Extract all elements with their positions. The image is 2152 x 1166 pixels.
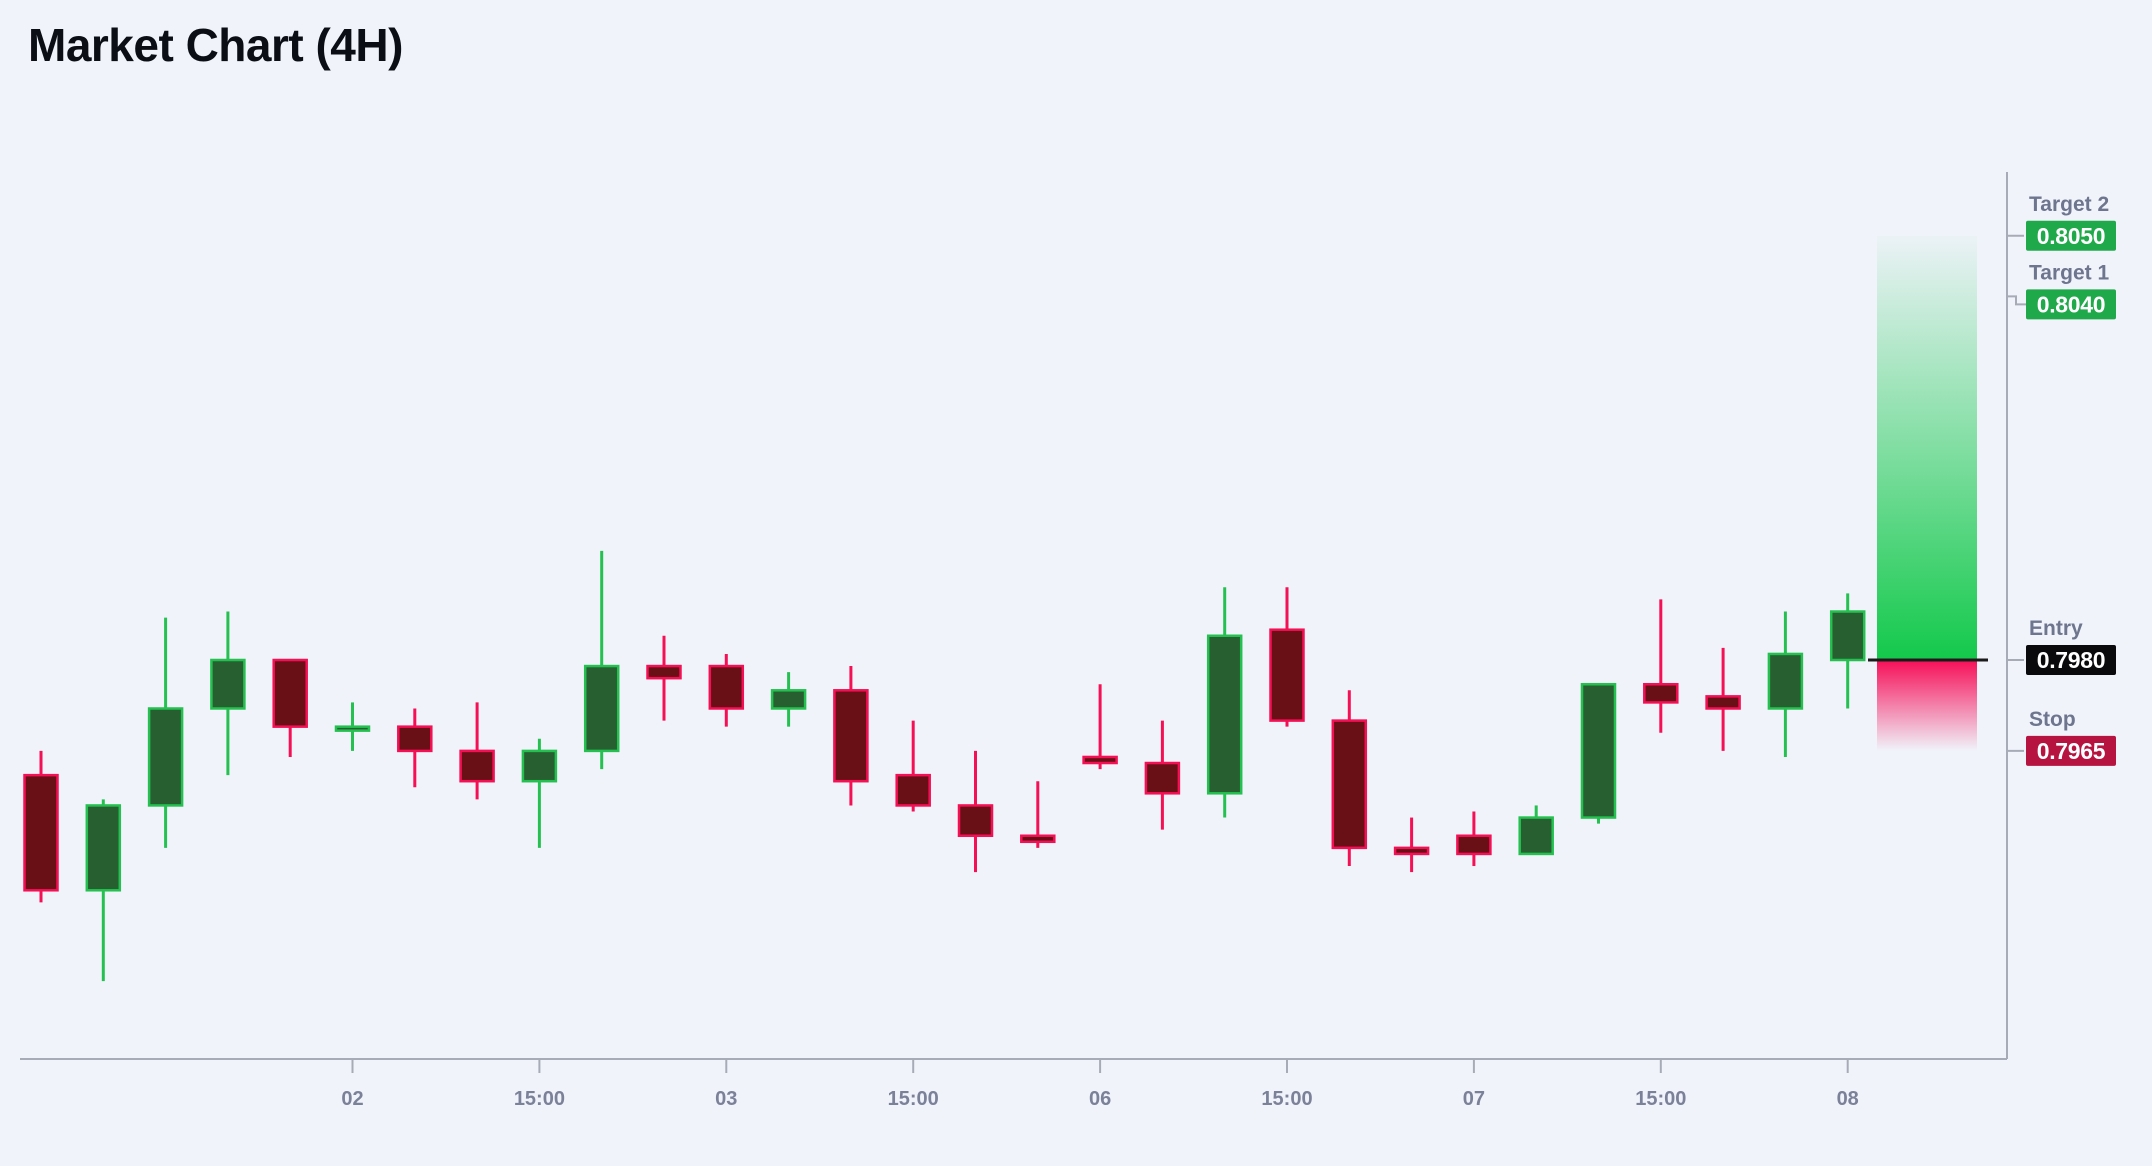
candle-body xyxy=(459,749,495,783)
candle-body xyxy=(147,707,184,807)
candle-body xyxy=(583,664,620,753)
level-label-target2: Target 2 xyxy=(2029,193,2109,216)
level-connector-target1 xyxy=(2007,295,2026,306)
x-axis-label: 06 xyxy=(1089,1088,1111,1110)
level-badge-value-stop: 0.7965 xyxy=(2037,738,2106,764)
candle-body xyxy=(957,804,994,837)
candle-body xyxy=(397,725,433,753)
candle-body xyxy=(770,689,807,710)
level-label-stop: Stop xyxy=(2029,708,2076,731)
candle-body xyxy=(1829,610,1866,662)
candle-body xyxy=(1393,846,1430,856)
candle-body xyxy=(1518,816,1554,856)
level-badge-value-target2: 0.8050 xyxy=(2037,223,2106,249)
candle-body xyxy=(1456,834,1492,856)
candle-body xyxy=(1331,719,1368,850)
x-axis-label: 15:00 xyxy=(514,1088,565,1110)
trade-zone-upper xyxy=(1877,235,1977,661)
candle-body xyxy=(895,773,931,807)
candle-body xyxy=(1206,634,1243,795)
candle-body xyxy=(1144,761,1181,795)
x-axis-label: 07 xyxy=(1463,1088,1485,1110)
candle-body xyxy=(210,658,246,710)
candle-body xyxy=(708,664,745,710)
candle-body xyxy=(1643,682,1679,704)
x-axis-label: 15:00 xyxy=(1261,1088,1312,1110)
candle-body xyxy=(1705,695,1741,710)
x-axis-label: 15:00 xyxy=(1635,1088,1686,1110)
x-axis-label: 03 xyxy=(715,1088,737,1110)
candle-body xyxy=(646,664,682,680)
x-axis-label: 15:00 xyxy=(888,1088,939,1110)
candle-body xyxy=(833,689,869,783)
candle-body xyxy=(521,749,558,783)
level-badge-stop[interactable] xyxy=(2026,735,2116,766)
level-badge-target1[interactable] xyxy=(2026,289,2116,320)
level-badge-entry[interactable] xyxy=(2026,645,2116,675)
candle-body xyxy=(1580,682,1617,819)
candle-body xyxy=(23,773,59,892)
candle-body xyxy=(1269,628,1305,722)
candle-body xyxy=(1020,834,1056,844)
candle-body xyxy=(1767,652,1804,710)
level-label-entry: Entry xyxy=(2029,617,2083,640)
candle-body xyxy=(1082,755,1118,765)
page-title: Market Chart (4H) xyxy=(28,19,403,71)
level-label-target1: Target 1 xyxy=(2029,261,2109,284)
candle-body xyxy=(272,658,308,728)
level-badge-value-target1: 0.8040 xyxy=(2037,291,2106,317)
candle-body xyxy=(334,725,371,732)
x-axis-label: 08 xyxy=(1837,1088,1859,1110)
x-axis-label: 02 xyxy=(341,1088,363,1110)
level-badge-target2[interactable] xyxy=(2026,220,2116,251)
level-badge-value-entry: 0.7980 xyxy=(2037,647,2106,673)
trade-zone-lower xyxy=(1877,660,1977,751)
candle-body xyxy=(85,804,122,892)
